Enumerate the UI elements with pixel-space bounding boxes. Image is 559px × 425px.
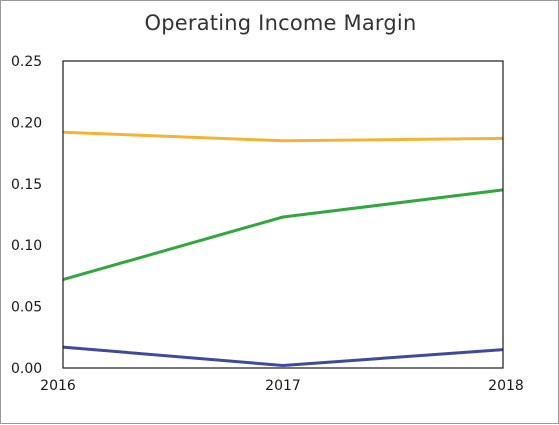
series-layer	[63, 132, 503, 366]
y-tick-label: 0.15	[11, 177, 42, 193]
x-axis: 2016 2017 2018	[40, 378, 524, 394]
series-line-2	[63, 190, 503, 280]
y-axis: 0.00 0.05 0.10 0.15 0.20 0.25	[11, 54, 42, 377]
y-tick-label: 0.20	[11, 115, 42, 131]
series-line-3	[63, 347, 503, 365]
y-tick-label: 0.05	[11, 300, 42, 316]
plot-area	[63, 61, 503, 368]
y-tick-label: 0.25	[11, 54, 42, 70]
x-tick-label: 2018	[488, 378, 524, 394]
y-tick-label: 0.00	[11, 361, 42, 377]
x-tick-label: 2017	[265, 378, 301, 394]
x-tick-label: 2016	[40, 378, 76, 394]
y-tick-label: 0.10	[11, 238, 42, 254]
series-line-1	[63, 132, 503, 141]
